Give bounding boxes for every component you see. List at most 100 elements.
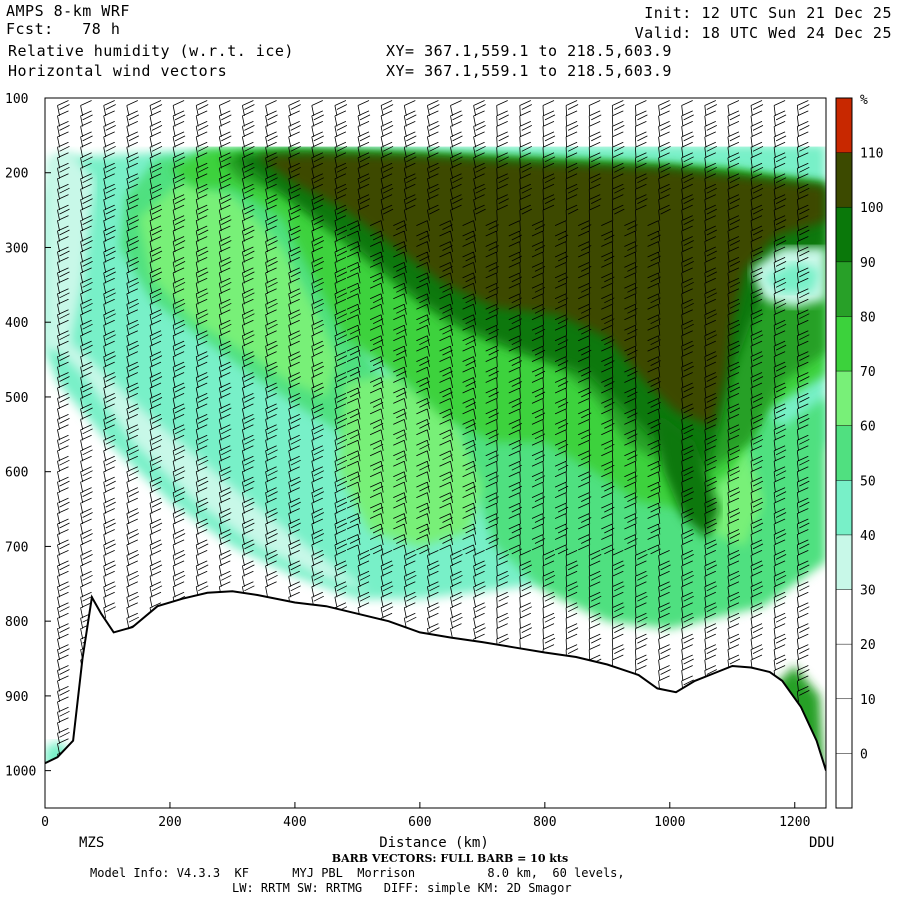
y-tick-label-400: 400 [5,316,28,331]
colorbar-label-60: 60 [860,420,876,435]
x-axis: 0 200 400 600 800 1000 1200 [41,802,810,830]
colorbar-label-100: 100 [860,201,883,216]
colorbar-box-10 [836,207,852,262]
y-tick-label-100: 100 [5,92,28,107]
xy-label-1: XY= 367.1,559.1 to 218.5,603.9 [386,42,672,60]
colorbar-box-2 [836,644,852,699]
barb-column-23 [578,100,602,671]
x-tick-label-400: 400 [283,815,306,830]
right-end-label: DDU [809,835,834,851]
valid-time: Valid: 18 UTC Wed 24 Dec 25 [634,24,892,42]
rh-region-1 [45,322,370,592]
barb-column-12 [334,100,348,619]
colorbar-box-0 [836,753,852,808]
barb-column-1 [80,100,93,681]
colorbar-box-1 [836,698,852,754]
barb-column-17 [439,100,463,640]
x-tick-label-800: 800 [533,815,556,830]
wind-barbs [57,100,810,765]
x-tick-label-1000: 1000 [654,815,685,830]
model-info: Model Info: V4.3.3 KF MYJ PBL Morrison 8… [90,866,625,880]
barb-column-32 [796,100,810,702]
forecast-label: Fcst: 78 h [6,20,121,38]
barb-column-29 [727,100,741,671]
barb-column-16 [416,100,440,640]
x-tick-label-0: 0 [41,815,49,830]
rh-shading [45,98,826,808]
colorbar-label-110: 110 [860,147,883,162]
y-tick-label-600: 600 [5,466,28,481]
barb-column-28 [704,100,717,681]
colorbar-label-30: 30 [860,584,876,599]
barb-column-7 [218,100,232,598]
terrain-line [45,590,826,771]
field-label-2: Horizontal wind vectors [8,62,228,80]
y-tick-label-300: 300 [5,241,28,256]
rh-region-12 [657,411,720,539]
left-end-label: MZS [79,835,104,851]
barb-note: BARB VECTORS: FULL BARB = 10 kts [331,852,569,865]
y-tick-label-200: 200 [5,167,28,182]
colorbar: 0 10 20 30 40 50 60 70 80 90 100 110% [835,93,883,809]
colorbar-box-9 [836,261,852,317]
x-tick-label-200: 200 [158,815,181,830]
barb-column-31 [773,100,787,681]
y-tick-label-1000: 1000 [5,765,36,780]
colorbar-box-3 [836,589,852,645]
colorbar-box-8 [836,316,852,372]
colorbar-box-6 [836,425,852,481]
colorbar-box-7 [836,371,852,426]
barb-column-0 [57,100,70,765]
y-tick-label-900: 900 [5,690,28,705]
barb-column-22 [554,100,579,661]
y-tick-label-700: 700 [5,540,28,555]
xy-label-2: XY= 367.1,559.1 to 218.5,603.9 [386,62,672,80]
barb-column-26 [647,100,671,692]
barb-column-30 [750,100,764,671]
colorbar-label-0: 0 [860,747,868,762]
colorbar-box-4 [836,534,852,590]
rh-region-14 [763,262,820,294]
barb-column-9 [265,100,278,598]
colorbar-label-80: 80 [860,310,876,325]
barb-column-2 [103,100,116,619]
colorbar-label-40: 40 [860,529,876,544]
field-label-1: Relative humidity (w.r.t. ice) [8,42,294,60]
barb-column-13 [346,100,371,619]
colorbar-label-70: 70 [860,365,876,380]
x-tick-label-1200: 1200 [779,815,810,830]
colorbar-unit: % [860,93,868,108]
barb-column-20 [508,100,532,650]
colorbar-frame [835,97,853,809]
barb-column-25 [624,100,648,681]
init-time: Init: 12 UTC Sun 21 Dec 25 [644,4,892,22]
barb-column-19 [485,100,509,650]
rh-region-4 [138,180,339,397]
barb-column-4 [149,100,163,619]
colorbar-label-50: 50 [860,474,876,489]
colorbar-box-12 [836,98,852,153]
colorbar-label-10: 10 [860,693,876,708]
model-title: AMPS 8-km WRF [6,2,130,20]
x-axis-label: Distance (km) [379,835,489,851]
barb-column-10 [288,100,301,608]
colorbar-box-5 [836,480,852,535]
barb-column-3 [126,100,139,640]
colorbar-label-90: 90 [860,256,876,271]
barb-column-18 [462,100,486,650]
barb-column-6 [195,100,209,598]
rh-region-11 [257,154,826,427]
terrain-fill [45,591,826,808]
barb-column-11 [311,100,324,608]
barb-column-5 [172,100,186,608]
model-info-2: LW: RRTM SW: RRTMG DIFF: simple KM: 2D S… [232,881,572,895]
y-tick-label-500: 500 [5,391,28,406]
barb-column-27 [681,100,694,692]
colorbar-label-20: 20 [860,638,876,653]
x-tick-label-600: 600 [408,815,431,830]
y-tick-label-800: 800 [5,615,28,630]
barb-column-8 [242,100,255,598]
barb-column-14 [369,100,394,629]
barb-column-21 [531,100,556,661]
